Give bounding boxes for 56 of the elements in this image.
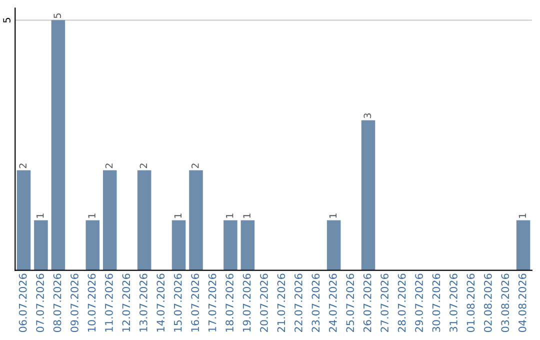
x-tick-label: 03.08.2026	[501, 274, 510, 332]
x-tick-label: 29.07.2026	[415, 274, 423, 332]
data-label: 1	[243, 214, 250, 218]
x-tick-label: 31.07.2026	[450, 274, 458, 332]
x-tick-label: 11.07.2026	[105, 274, 113, 332]
x-tick-label: 09.07.2026	[70, 274, 78, 332]
bar	[102, 170, 117, 270]
bar	[34, 220, 48, 270]
x-tick-label: 10.07.2026	[88, 274, 96, 332]
bar	[137, 170, 152, 270]
x-tick-label: 06.07.2026	[18, 274, 27, 332]
data-label: 1	[226, 214, 234, 218]
x-tick-label: 08.07.2026	[53, 274, 62, 332]
data-label: 5	[54, 13, 62, 18]
x-tick-label: 19.07.2026	[242, 274, 251, 332]
data-label: 1	[174, 214, 182, 218]
x-tick-label: 12.07.2026	[122, 274, 130, 332]
x-tick-label: 23.07.2026	[312, 274, 320, 332]
bar	[86, 220, 100, 270]
x-tick-label: 24.07.2026	[328, 274, 337, 332]
x-tick-label: 15.07.2026	[174, 274, 182, 332]
x-tick-label: 13.07.2026	[139, 274, 148, 332]
x-tick-label: 14.07.2026	[156, 274, 165, 332]
data-label: 2	[19, 164, 26, 168]
data-label: 1	[329, 214, 336, 218]
x-tick-label: 28.07.2026	[398, 274, 406, 332]
x-tick-label: 16.07.2026	[191, 274, 200, 332]
x-tick-label: 18.07.2026	[226, 274, 234, 332]
bar	[189, 170, 203, 270]
x-tick-label: 02.08.2026	[484, 274, 492, 332]
bar	[172, 220, 186, 270]
x-tick-label: 17.07.2026	[208, 274, 216, 332]
bar	[516, 220, 530, 270]
bar	[240, 220, 255, 270]
x-tick-label: 22.07.2026	[294, 274, 302, 332]
bar	[361, 120, 376, 270]
data-label: 1	[36, 214, 44, 218]
data-label: 1	[88, 214, 96, 218]
data-label: 2	[140, 164, 147, 168]
x-tick-label: 26.07.2026	[363, 274, 372, 332]
data-label: 1	[518, 214, 526, 218]
bar	[224, 220, 238, 270]
data-label: 3	[364, 113, 372, 118]
bar	[51, 20, 66, 270]
x-tick-label: 04.08.2026	[518, 274, 526, 332]
x-tick-label: 01.08.2026	[466, 274, 475, 332]
bar	[16, 170, 31, 270]
bar	[326, 220, 341, 270]
x-tick-label: 30.07.2026	[432, 274, 440, 332]
data-label: 2	[191, 164, 199, 168]
x-tick-label: 21.07.2026	[277, 274, 286, 332]
x-tick-label: 25.07.2026	[346, 274, 354, 332]
x-tick-label: 27.07.2026	[380, 274, 388, 332]
data-label: 2	[105, 164, 113, 168]
x-tick-label: 20.07.2026	[260, 274, 268, 332]
x-tick-label: 07.07.2026	[36, 274, 44, 332]
